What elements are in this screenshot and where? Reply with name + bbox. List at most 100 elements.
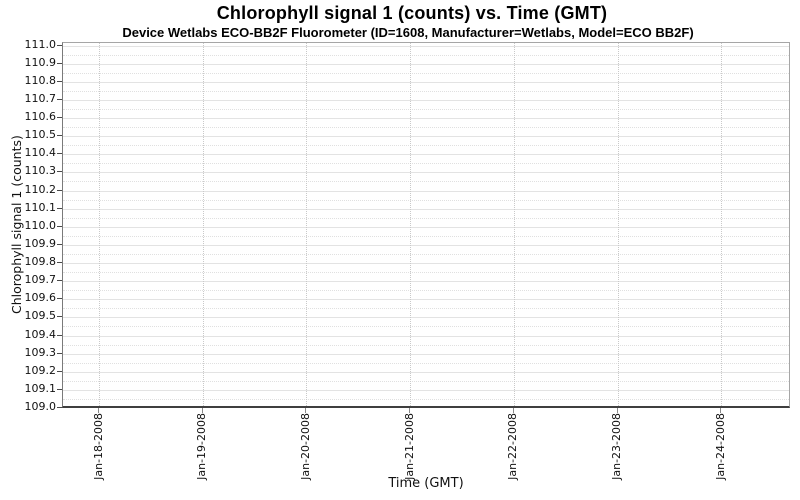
y-tick-mark [57,98,62,100]
y-tick-label: 110.2 [24,182,57,196]
y-tick-label: 109.2 [24,363,57,377]
h-gridline-minor [63,272,789,274]
x-tick-mark [409,408,411,413]
y-tick-label: 110.7 [24,91,57,105]
v-gridline [202,43,204,406]
y-tick-mark [57,171,62,173]
y-tick-label: 109.3 [24,345,57,359]
y-tick-mark [57,189,62,191]
y-tick-label: 109.1 [24,381,57,395]
x-tick-label: Jan-18-2008 [91,413,105,480]
h-gridline-minor [63,108,789,110]
y-tick-label: 110.9 [24,55,57,69]
h-gridline-major [63,81,789,83]
h-gridline-minor [63,199,789,201]
h-gridline-minor [63,398,789,400]
y-tick-label: 109.4 [24,327,57,341]
y-tick-mark [57,280,62,282]
h-gridline-major [63,136,789,138]
y-tick-label: 109.9 [24,236,57,250]
x-tick-mark [305,408,307,413]
x-tick-mark [201,408,203,413]
h-gridline-major [63,208,789,210]
y-tick-mark [57,352,62,354]
y-tick-label: 110.4 [24,146,57,160]
h-gridline-major [63,353,789,355]
h-gridline-major [63,154,789,156]
h-gridline-minor [63,380,789,382]
y-tick-label: 110.5 [24,128,57,142]
h-gridline-major [63,226,789,228]
y-tick-label: 109.7 [24,273,57,287]
h-gridline-major [63,335,789,337]
h-gridline-major [63,99,789,101]
y-tick-mark [57,80,62,82]
x-tick-label: Jan-24-2008 [713,413,727,480]
h-gridline-major [63,317,789,319]
y-tick-mark [57,207,62,209]
y-tick-mark [57,243,62,245]
h-gridline-major [63,172,789,174]
h-gridline-minor [63,308,789,310]
y-tick-mark [57,225,62,227]
h-gridline-major [63,63,789,65]
x-axis-title: Time (GMT) [388,476,464,491]
h-gridline-major [63,281,789,283]
y-tick-mark [57,298,62,300]
h-gridline-minor [63,181,789,183]
h-gridline-minor [63,163,789,165]
y-tick-mark [57,62,62,64]
y-tick-label: 111.0 [24,37,57,51]
h-gridline-minor [63,253,789,255]
y-tick-label: 110.8 [24,73,57,87]
h-gridline-major [63,118,789,119]
x-tick-mark [616,408,618,413]
h-gridline-major [63,190,789,192]
y-tick-label: 110.3 [24,164,57,178]
h-gridline-minor [63,54,789,56]
h-gridline-major [63,244,789,246]
y-tick-mark [57,44,62,46]
h-gridline-major [63,371,789,373]
h-gridline-minor [63,217,789,219]
h-gridline-minor [63,72,789,74]
y-tick-label: 110.0 [24,218,57,232]
x-tick-label: Jan-20-2008 [298,413,312,480]
x-tick-label: Jan-21-2008 [402,413,416,480]
y-tick-mark [57,370,62,372]
y-tick-label: 109.5 [24,309,57,323]
x-tick-label: Jan-23-2008 [610,413,623,480]
v-gridline [617,43,619,406]
x-tick-label: Jan-19-2008 [195,413,209,480]
h-gridline-minor [63,90,789,92]
v-gridline [306,43,308,406]
v-gridline [721,43,723,406]
h-gridline-major [63,45,789,47]
y-tick-label: 110.1 [24,200,57,214]
h-gridline-minor [63,145,789,147]
v-gridline [410,43,412,406]
y-tick-label: 110.6 [24,110,57,123]
y-tick-mark [57,334,62,336]
h-gridline-major [63,389,789,391]
y-tick-label: 109.0 [24,400,57,413]
y-tick-label: 109.8 [24,255,57,268]
chart-title: Chlorophyll signal 1 (counts) vs. Time (… [216,3,608,23]
x-tick-mark [720,408,722,413]
h-gridline-minor [63,127,789,129]
h-gridline-minor [63,235,789,237]
x-tick-mark [512,408,514,413]
h-gridline-minor [63,344,789,346]
plot-area [62,42,790,408]
h-gridline-minor [63,362,789,364]
v-gridline [513,43,515,406]
h-gridline-minor [63,326,789,328]
y-tick-label: 109.6 [24,291,57,305]
y-tick-mark [57,407,62,408]
y-tick-mark [57,388,62,390]
y-tick-mark [57,135,62,137]
h-gridline-major [63,263,789,264]
chart-subtitle: Device Wetlabs ECO-BB2F Fluorometer (ID=… [122,25,694,40]
y-tick-mark [57,316,62,318]
